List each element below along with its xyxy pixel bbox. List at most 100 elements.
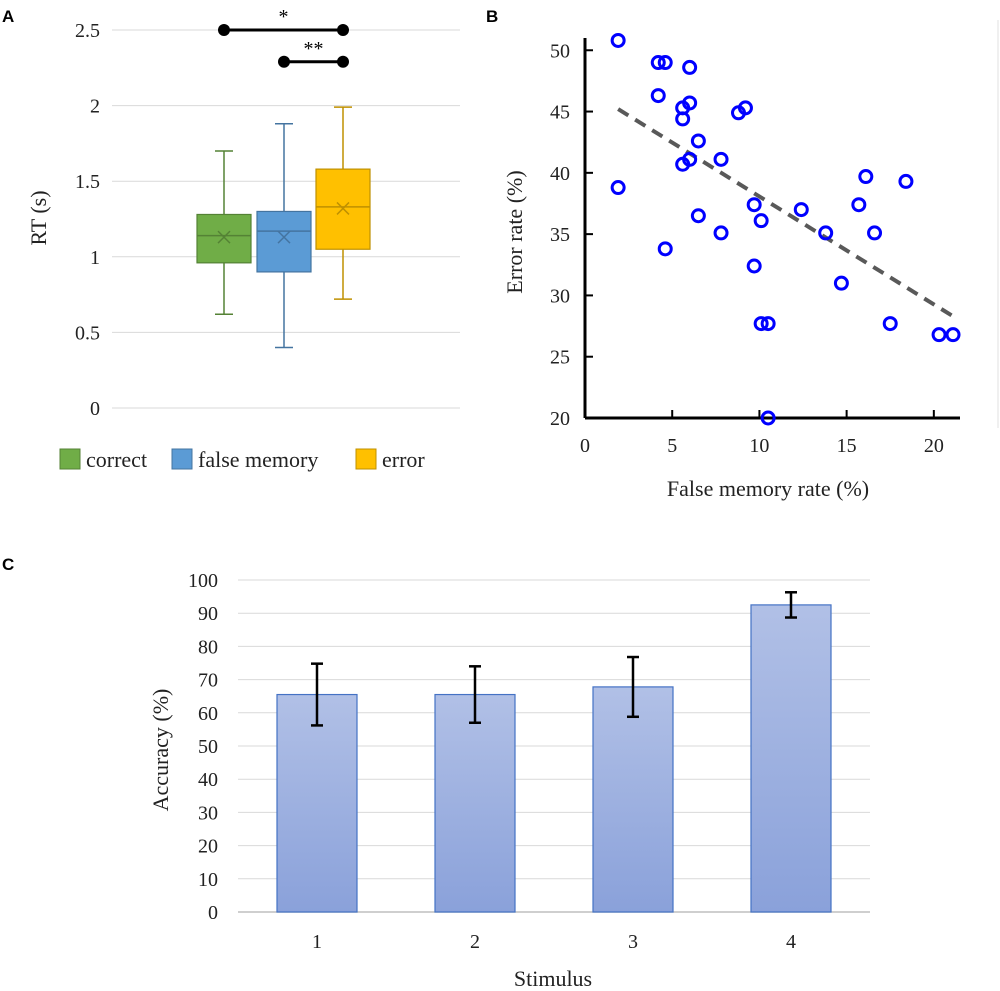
scatter-point xyxy=(690,133,706,149)
error-bar xyxy=(785,591,797,619)
scatter-point xyxy=(650,88,666,104)
scatter-point xyxy=(858,169,874,185)
scatter-x-tick-label: 10 xyxy=(749,435,769,457)
scatter-point xyxy=(650,55,666,71)
scatter-point xyxy=(753,316,769,332)
scatter-y-tick-label: 50 xyxy=(550,40,570,62)
significance-bracket: * xyxy=(218,6,349,36)
scatter-y-tick-label: 25 xyxy=(550,347,570,369)
bar-chart-y-label: Accuracy (%) xyxy=(148,689,173,812)
legend-label: correct xyxy=(86,447,147,472)
significance-end-dot xyxy=(218,24,230,36)
box-plot-y-tick-label: 2.5 xyxy=(75,20,100,42)
box-mean-marker xyxy=(277,230,291,244)
scatter-point xyxy=(746,197,762,213)
bar-chart-y-tick-label: 50 xyxy=(198,736,218,758)
box-error xyxy=(315,106,371,300)
scatter-point xyxy=(882,316,898,332)
scatter-y-tick-label: 45 xyxy=(550,102,570,124)
scatter-point xyxy=(737,100,753,116)
bar-chart-x-tick-label: 4 xyxy=(786,931,796,953)
significance-label: * xyxy=(279,6,289,28)
bar-chart-y-tick-label: 40 xyxy=(198,769,218,791)
significance-bracket: ** xyxy=(278,38,349,68)
bar-chart-y-tick-label: 70 xyxy=(198,670,218,692)
scatter-points xyxy=(610,32,961,426)
panel-label-c: C xyxy=(2,555,14,574)
scatter-y-tick-label: 30 xyxy=(550,285,570,307)
legend-item-correct: correct xyxy=(59,447,147,472)
scatter-x-tick-label: 0 xyxy=(580,435,590,457)
significance-end-dot xyxy=(278,55,290,68)
legend-swatch xyxy=(355,448,377,470)
box-mean-marker xyxy=(336,201,350,215)
bar-chart-y-tick-label: 60 xyxy=(198,703,218,725)
bar-chart-x-tick-label: 2 xyxy=(470,931,480,953)
bar-chart-y-tick-label: 30 xyxy=(198,802,218,824)
box-plot-legend: correct false memory error xyxy=(59,447,425,472)
bar-chart-y-ticks: 0 10 20 30 40 50 60 70 80 90 100 xyxy=(188,570,218,924)
box-plot-y-tick-label: 0 xyxy=(90,398,100,420)
box-plot-y-label: RT (s) xyxy=(26,190,51,245)
bar-chart-y-tick-label: 80 xyxy=(198,636,218,658)
bar-chart-x-tick-label: 1 xyxy=(312,931,322,953)
bar xyxy=(276,693,358,913)
bar-chart-y-tick-label: 20 xyxy=(198,836,218,858)
significance-end-dot xyxy=(337,55,349,68)
scatter-trendline xyxy=(617,107,955,318)
error-bar xyxy=(627,655,639,719)
scatter-point xyxy=(867,225,883,241)
significance-label: ** xyxy=(304,38,324,60)
box-iqr xyxy=(256,210,312,273)
legend-swatch xyxy=(171,448,193,470)
panel-label-a: A xyxy=(2,7,14,26)
bar xyxy=(592,686,674,913)
scatter-x-tick-label: 5 xyxy=(667,435,677,457)
scatter-y-tick-label: 20 xyxy=(550,408,570,430)
scatter-point xyxy=(657,55,673,71)
scatter-point xyxy=(945,327,961,343)
scatter-point xyxy=(760,410,776,426)
scatter-axes xyxy=(583,20,999,428)
scatter-x-tick-label: 15 xyxy=(837,435,857,457)
box-false-memory xyxy=(256,122,312,349)
bar xyxy=(434,693,516,913)
bar-chart-y-tick-label: 90 xyxy=(198,603,218,625)
scatter-x-label: False memory rate (%) xyxy=(667,476,869,501)
scatter-point xyxy=(657,241,673,257)
scatter-x-ticks: 0 5 10 15 20 xyxy=(580,410,944,457)
legend-item-error: error xyxy=(355,447,425,472)
scatter-point xyxy=(682,59,698,75)
box-plot-boxes xyxy=(196,106,371,349)
scatter-point xyxy=(753,213,769,229)
scatter-y-tick-label: 40 xyxy=(550,163,570,185)
box-plot-y-tick-label: 1 xyxy=(90,247,100,269)
scatter-panel: 0 5 10 15 20 20 25 30 35 40 45 50 False memory rat… xyxy=(502,20,999,501)
bar-chart-panel: 0 10 20 30 40 50 60 70 80 90 100 1 2 3 4 Stimulus Acc… xyxy=(148,570,870,991)
box-mean-marker xyxy=(217,230,231,244)
panel-label-b: B xyxy=(486,7,498,26)
box-plot-y-tick-label: 1.5 xyxy=(75,171,100,193)
scatter-point xyxy=(713,225,729,241)
scatter-point xyxy=(675,156,691,172)
trendline xyxy=(617,107,955,318)
scatter-point xyxy=(793,202,809,218)
box-correct xyxy=(196,150,252,316)
bar-chart-y-tick-label: 0 xyxy=(208,902,218,924)
scatter-y-ticks: 20 25 30 35 40 45 50 xyxy=(550,40,593,430)
error-bar xyxy=(469,665,481,725)
bar-chart-x-tick-label: 3 xyxy=(628,931,638,953)
scatter-point xyxy=(610,180,626,196)
scatter-point xyxy=(818,225,834,241)
bar-chart-x-label: Stimulus xyxy=(514,966,592,991)
scatter-point xyxy=(610,32,626,48)
bar xyxy=(750,604,832,913)
box-iqr xyxy=(196,213,252,264)
bar-chart-bars xyxy=(276,604,832,913)
scatter-point xyxy=(690,208,706,224)
legend-swatch xyxy=(59,448,81,470)
scatter-point xyxy=(931,327,947,343)
scatter-point xyxy=(851,197,867,213)
scatter-point xyxy=(713,151,729,167)
